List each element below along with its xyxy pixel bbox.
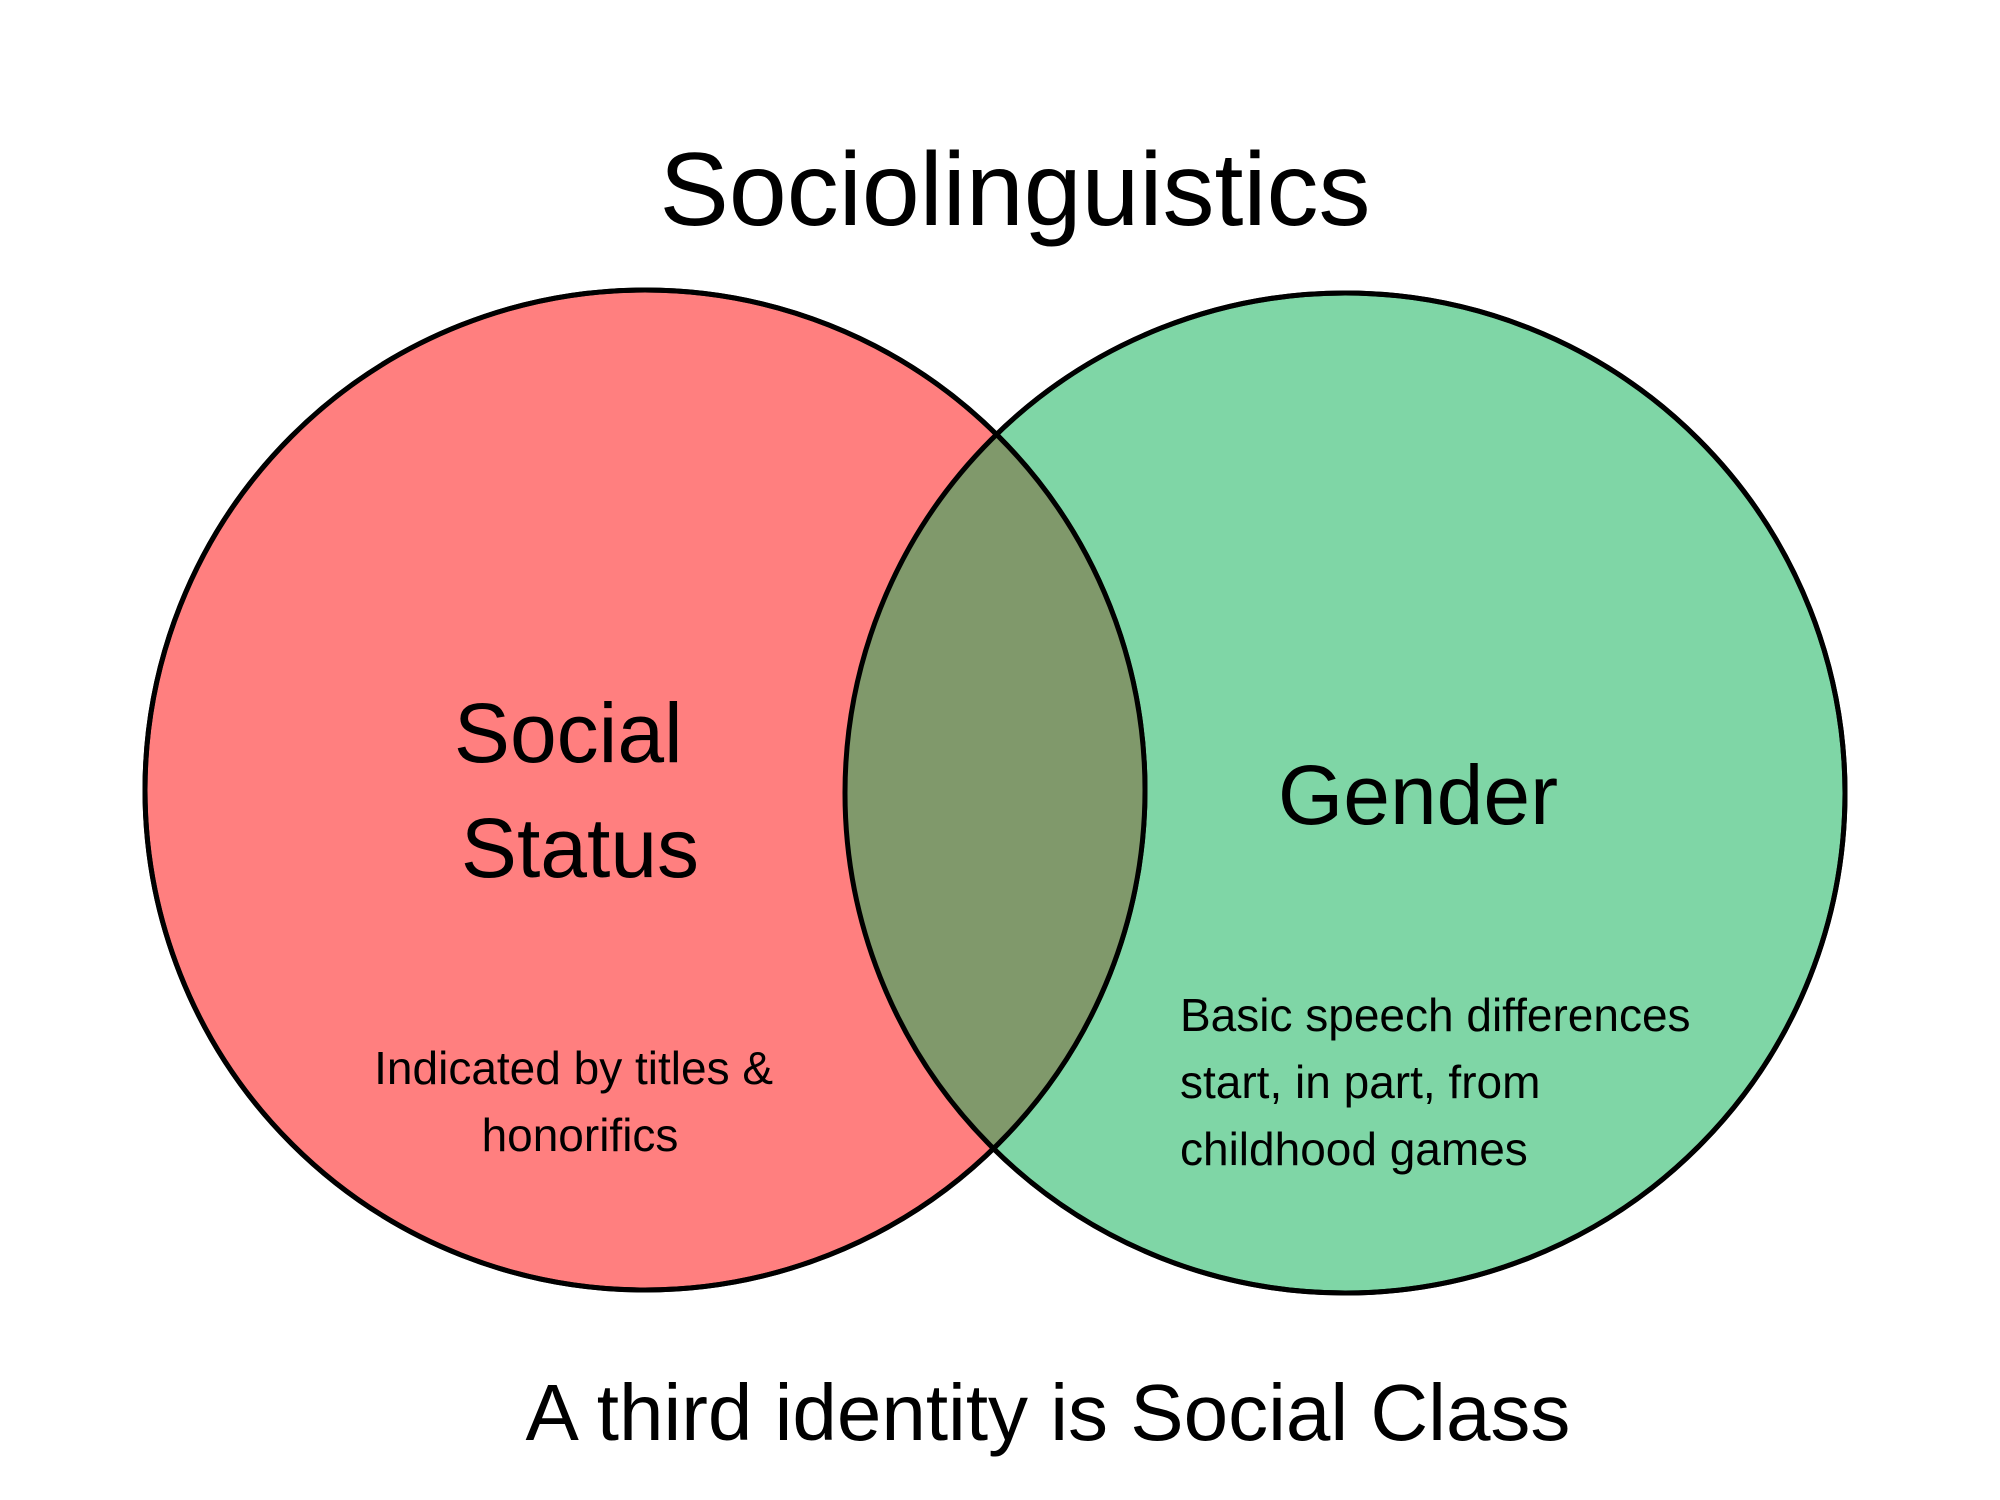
gender-label: Gender [1278, 748, 1558, 842]
social-status-note-line-1: Indicated by titles & [374, 1042, 773, 1094]
social-status-circle-outline [142, 287, 1148, 1293]
gender-note-line-2: start, in part, from [1180, 1056, 1540, 1108]
gender-note: Basic speech differences start, in part,… [1180, 989, 1703, 1175]
social-status-label-line-1: Social [454, 686, 683, 780]
social-status-label: Social Status [454, 686, 706, 895]
social-status-note: Indicated by titles & honorifics [374, 1042, 786, 1161]
social-status-label-line-2: Status [461, 801, 699, 895]
gender-circle-outline [842, 290, 1848, 1296]
gender-note-line-1: Basic speech differences [1180, 989, 1691, 1041]
gender-note-line-3: childhood games [1180, 1123, 1528, 1175]
social-status-note-line-2: honorifics [482, 1109, 679, 1161]
footer-caption: A third identity is Social Class [526, 1368, 1571, 1457]
diagram-title: Sociolinguistics [660, 132, 1371, 248]
